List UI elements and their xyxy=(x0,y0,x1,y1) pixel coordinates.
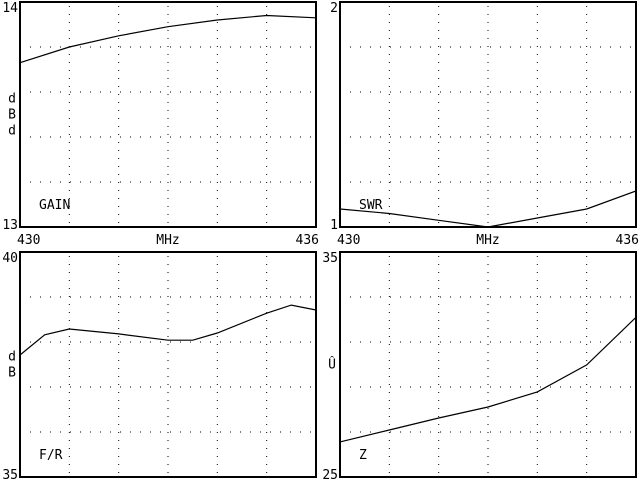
y-tick-label: 2 xyxy=(330,1,338,16)
y-tick-label: 35 xyxy=(322,251,338,266)
x-tick-label: 430 xyxy=(17,233,40,248)
series-line xyxy=(339,316,637,443)
series-label: SWR xyxy=(359,198,383,213)
series-label: F/R xyxy=(39,448,63,463)
plot-frame xyxy=(19,1,317,228)
y-tick-label: 40 xyxy=(2,251,18,266)
y-tick-label: 14 xyxy=(2,1,18,16)
plot-frame xyxy=(19,251,317,478)
x-axis-label: MHz xyxy=(156,233,179,248)
series-line xyxy=(339,190,637,228)
y-tick-label: 13 xyxy=(2,218,18,233)
x-tick-label: 436 xyxy=(296,233,319,248)
x-tick-label: 436 xyxy=(616,233,639,248)
y-tick-label: 35 xyxy=(2,468,18,480)
y-tick-label: 25 xyxy=(322,468,338,480)
plot-frame xyxy=(339,1,637,228)
plot-frame xyxy=(339,251,637,478)
x-tick-label: 430 xyxy=(337,233,360,248)
chart-z: Û xyxy=(328,251,637,478)
series-label: Z xyxy=(359,448,367,463)
series-label: GAIN xyxy=(39,198,70,213)
chart-swr xyxy=(339,1,637,228)
series-line xyxy=(19,14,317,64)
y-axis-label: Û xyxy=(328,357,336,373)
x-axis-label: MHz xyxy=(476,233,499,248)
series-line xyxy=(19,304,317,356)
y-tick-label: 1 xyxy=(330,218,338,233)
